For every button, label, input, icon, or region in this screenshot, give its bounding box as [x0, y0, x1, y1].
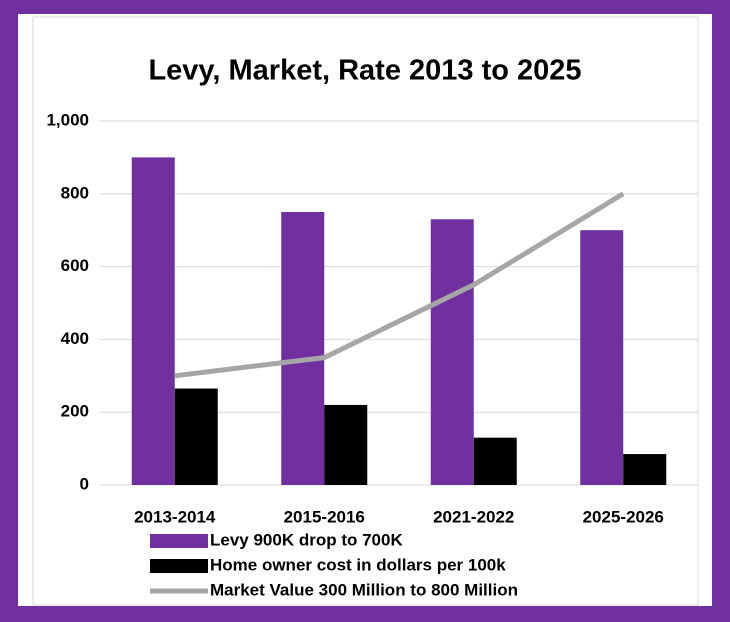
bar — [623, 454, 667, 485]
x-tick-label: 2013-2014 — [134, 507, 216, 526]
y-tick-label: 1,000 — [46, 110, 89, 129]
y-tick-label: 400 — [61, 329, 89, 348]
y-tick-label: 600 — [61, 256, 89, 275]
chart-title: Levy, Market, Rate 2013 to 2025 — [148, 55, 581, 87]
legend-swatch — [150, 559, 208, 573]
chart-border — [32, 16, 699, 606]
bar — [174, 388, 218, 485]
bar — [281, 212, 325, 485]
legend-label: Market Value 300 Million to 800 Million — [210, 580, 518, 599]
legend-label: Home owner cost in dollars per 100k — [210, 555, 506, 574]
line — [174, 191, 625, 379]
y-tick-label: 0 — [80, 474, 89, 493]
x-tick-label: 2021-2022 — [433, 507, 514, 526]
y-tick-label: 200 — [61, 402, 89, 421]
bar — [580, 230, 624, 485]
x-tick-label: 2025-2026 — [583, 507, 664, 526]
x-tick-label: 2015-2016 — [284, 507, 365, 526]
bar — [430, 219, 474, 485]
legend-label: Levy 900K drop to 700K — [210, 530, 403, 549]
legend-swatch — [150, 534, 208, 548]
y-tick-label: 800 — [61, 183, 89, 202]
bar — [324, 404, 368, 485]
bar — [473, 437, 517, 485]
bar — [131, 157, 175, 485]
